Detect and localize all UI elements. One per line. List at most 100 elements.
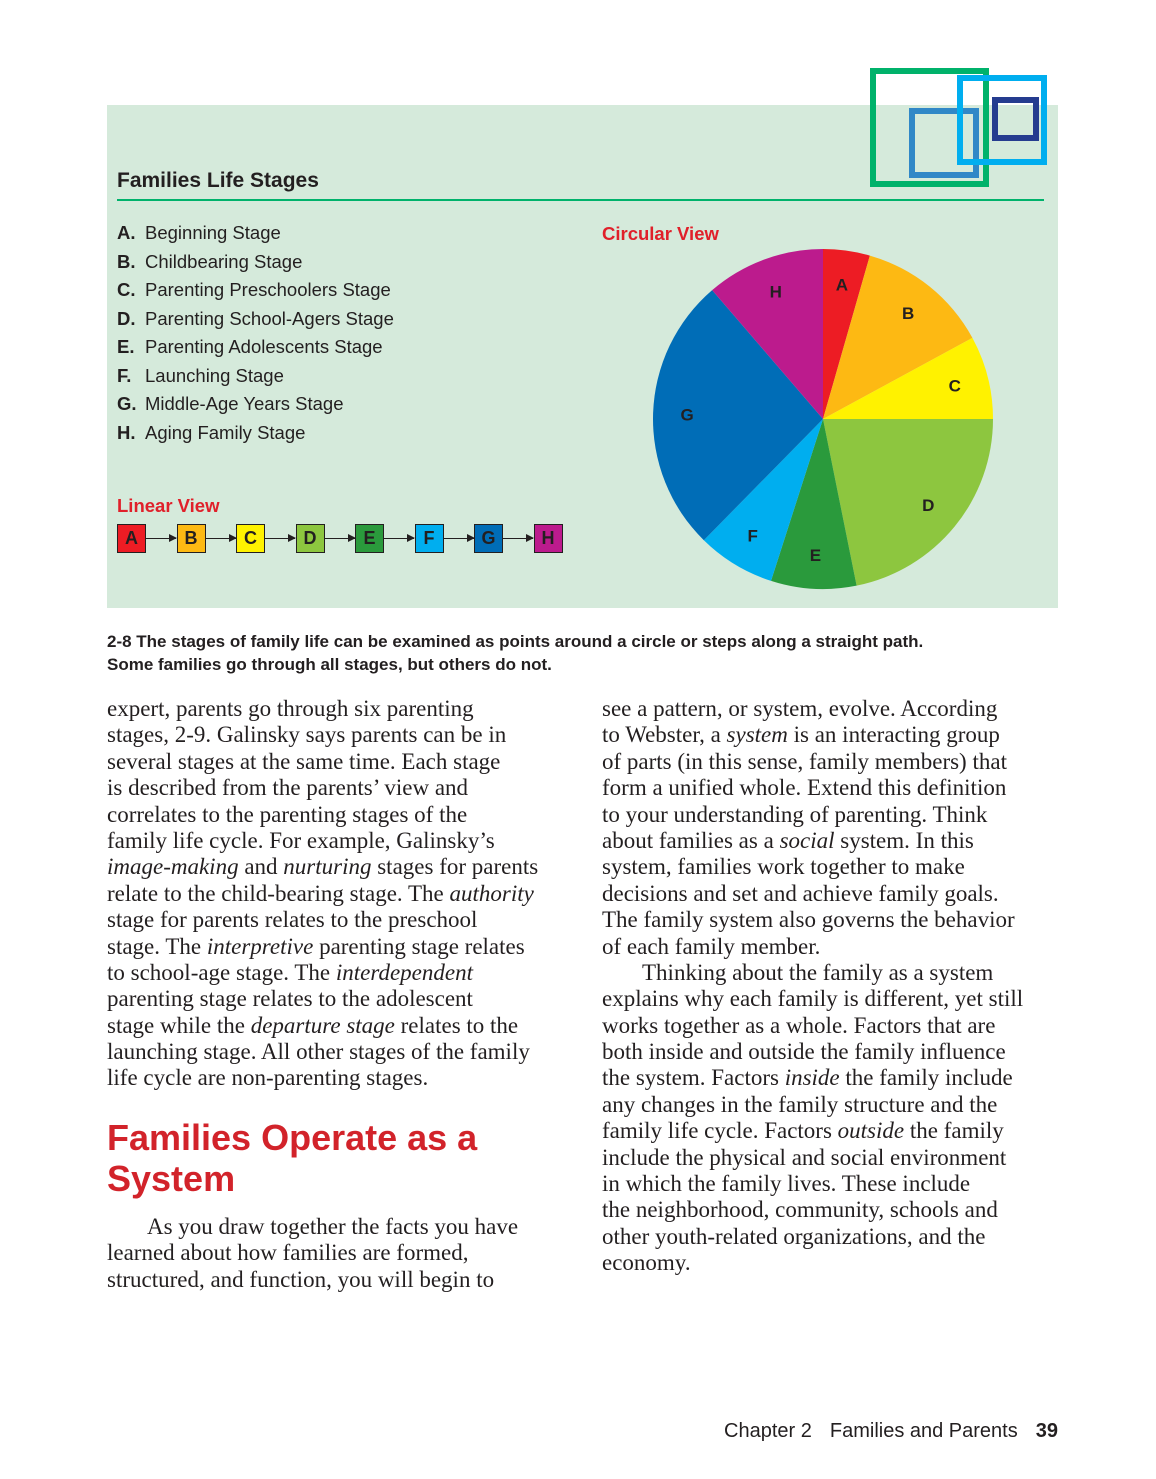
text-run: stage while the bbox=[107, 1012, 251, 1038]
body-column-right: see a pattern, or system, evolve. Accord… bbox=[602, 696, 1023, 1277]
stage-name: Aging Family Stage bbox=[145, 421, 306, 443]
text-run: parenting stage relates to the adolescen… bbox=[107, 986, 473, 1012]
text-run: is an interacting group bbox=[787, 722, 1000, 748]
heading-line: Families Operate as a bbox=[107, 1117, 478, 1158]
stage-list-item: A. Beginning Stage bbox=[117, 222, 281, 244]
text-run: stage for parents relates to the prescho… bbox=[107, 907, 478, 933]
text-run: correlates to the parenting stages of th… bbox=[107, 801, 468, 827]
text-run: economy. bbox=[602, 1250, 691, 1276]
stage-name: Middle-Age Years Stage bbox=[145, 393, 344, 414]
pie-label-g: G bbox=[680, 405, 693, 424]
page-footer: Chapter 2 Families and Parents 39 bbox=[724, 1420, 1058, 1443]
stage-list-item: C. Parenting Preschoolers Stage bbox=[117, 279, 391, 301]
footer-chapter: Chapter 2 bbox=[724, 1420, 812, 1442]
text-line: As you draw together the facts you have bbox=[107, 1214, 518, 1240]
text-line: stage while the departure stage relates … bbox=[107, 1013, 538, 1039]
text-run: the neighborhood, community, schools and bbox=[602, 1197, 998, 1223]
pie-slice-h bbox=[712, 249, 823, 419]
text-run: parenting stage relates bbox=[313, 933, 525, 959]
text-line: the neighborhood, community, schools and bbox=[602, 1197, 1023, 1223]
text-line: of parts (in this sense, family members)… bbox=[602, 749, 1023, 775]
linear-stage-box-a: A bbox=[117, 524, 146, 553]
text-line: to Webster, a system is an interacting g… bbox=[602, 722, 1023, 748]
text-line: family life cycle. Factors outside the f… bbox=[602, 1118, 1023, 1144]
text-line: the system. Factors inside the family in… bbox=[602, 1065, 1023, 1091]
text-run: include the physical and social environm… bbox=[602, 1144, 1007, 1170]
pie-label-f: F bbox=[747, 526, 757, 545]
text-line: in which the family lives. These include bbox=[602, 1171, 1023, 1197]
text-run: As you draw together the facts you have bbox=[147, 1214, 519, 1239]
text-run: system, families work together to make bbox=[602, 854, 965, 880]
text-run: family life cycle. Factors bbox=[602, 1118, 838, 1144]
text-line: stage for parents relates to the prescho… bbox=[107, 907, 538, 933]
text-line: explains why each family is different, y… bbox=[602, 986, 1023, 1012]
text-run: explains why each family is different, y… bbox=[602, 986, 1024, 1012]
pie-slice-f bbox=[703, 419, 823, 581]
pie-slice-g bbox=[653, 290, 823, 541]
pie-label-e: E bbox=[810, 546, 821, 565]
stage-list-item: G. Middle-Age Years Stage bbox=[117, 393, 344, 415]
text-line: expert, parents go through six parenting bbox=[107, 696, 538, 722]
text-run: other youth-related organizations, and t… bbox=[602, 1223, 986, 1249]
stage-letter: D. bbox=[117, 307, 136, 329]
arrow-icon bbox=[384, 534, 415, 542]
text-line: of each family member. bbox=[602, 934, 1023, 960]
text-run: the family bbox=[904, 1118, 1004, 1144]
text-run: launching stage. All other stages of the… bbox=[107, 1039, 530, 1065]
stage-letter: G. bbox=[117, 393, 137, 414]
italic-term: inside bbox=[784, 1065, 840, 1091]
text-run: learned about how families are formed, bbox=[107, 1240, 469, 1266]
text-run: structured, and function, you will begin… bbox=[107, 1266, 495, 1292]
text-run: and bbox=[238, 854, 284, 880]
text-run: The family system also governs the behav… bbox=[602, 907, 1015, 933]
text-run: to school-age stage. The bbox=[107, 959, 336, 985]
text-run: Thinking about the family as a system bbox=[642, 959, 994, 985]
text-run: to Webster, a bbox=[602, 722, 727, 748]
text-run: stages, 2-9. Galinsky says parents can b… bbox=[107, 722, 507, 748]
pie-slice-c bbox=[823, 337, 993, 419]
italic-term: nurturing bbox=[283, 854, 372, 880]
text-line: several stages at the same time. Each st… bbox=[107, 749, 538, 775]
text-run: system. In this bbox=[834, 827, 974, 853]
pie-label-c: C bbox=[949, 377, 961, 396]
text-line: launching stage. All other stages of the… bbox=[107, 1039, 538, 1065]
caption-line: 2-8 The stages of family life can be exa… bbox=[107, 632, 924, 651]
arrow-icon bbox=[146, 534, 177, 542]
text-run: is described from the parents’ view and bbox=[107, 775, 469, 801]
text-run: form a unified whole. Extend this defini… bbox=[602, 775, 1007, 801]
pie-label-b: B bbox=[902, 304, 914, 323]
text-line: Thinking about the family as a system bbox=[602, 960, 1023, 986]
text-run: relates to the bbox=[394, 1012, 519, 1038]
pie-slice-a bbox=[823, 249, 870, 419]
text-run: see a pattern, or system, evolve. Accord… bbox=[602, 696, 998, 721]
figure-title: Families Life Stages bbox=[117, 169, 319, 192]
stage-letter: B. bbox=[117, 250, 136, 272]
arrow-icon bbox=[265, 534, 296, 542]
linear-stage-box-f: F bbox=[414, 524, 444, 553]
footer-title: Families and Parents bbox=[829, 1420, 1018, 1442]
italic-term: social bbox=[779, 827, 835, 853]
text-run: decisions and set and achieve family goa… bbox=[602, 880, 999, 906]
text-line: is described from the parents’ view and bbox=[107, 775, 538, 801]
text-line: other youth-related organizations, and t… bbox=[602, 1224, 1023, 1250]
italic-term: system bbox=[726, 722, 788, 748]
text-run: both inside and outside the family influ… bbox=[602, 1039, 1006, 1065]
stage-name: Beginning Stage bbox=[145, 222, 281, 243]
decorative-squares-logo bbox=[870, 68, 1047, 187]
linear-stage-box-h: H bbox=[533, 524, 563, 553]
text-run: any changes in the family structure and … bbox=[602, 1091, 998, 1117]
text-line: learned about how families are formed, bbox=[107, 1240, 518, 1266]
text-run: several stages at the same time. Each st… bbox=[107, 748, 501, 774]
stage-list-item: E. Parenting Adolescents Stage bbox=[117, 336, 383, 358]
text-run: in which the family lives. These include bbox=[602, 1171, 971, 1197]
text-line: about families as a social system. In th… bbox=[602, 828, 1023, 854]
text-line: form a unified whole. Extend this defini… bbox=[602, 775, 1023, 801]
text-run: expert, parents go through six parenting bbox=[107, 696, 474, 721]
linear-stage-box-d: D bbox=[295, 524, 325, 553]
stage-name: Launching Stage bbox=[145, 364, 284, 386]
pie-slice-b bbox=[823, 255, 973, 419]
circular-view-label: Circular View bbox=[602, 223, 719, 244]
body-column-left-continued: As you draw together the facts you have l… bbox=[107, 1214, 518, 1293]
text-line: image-making and nurturing stages for pa… bbox=[107, 854, 538, 880]
